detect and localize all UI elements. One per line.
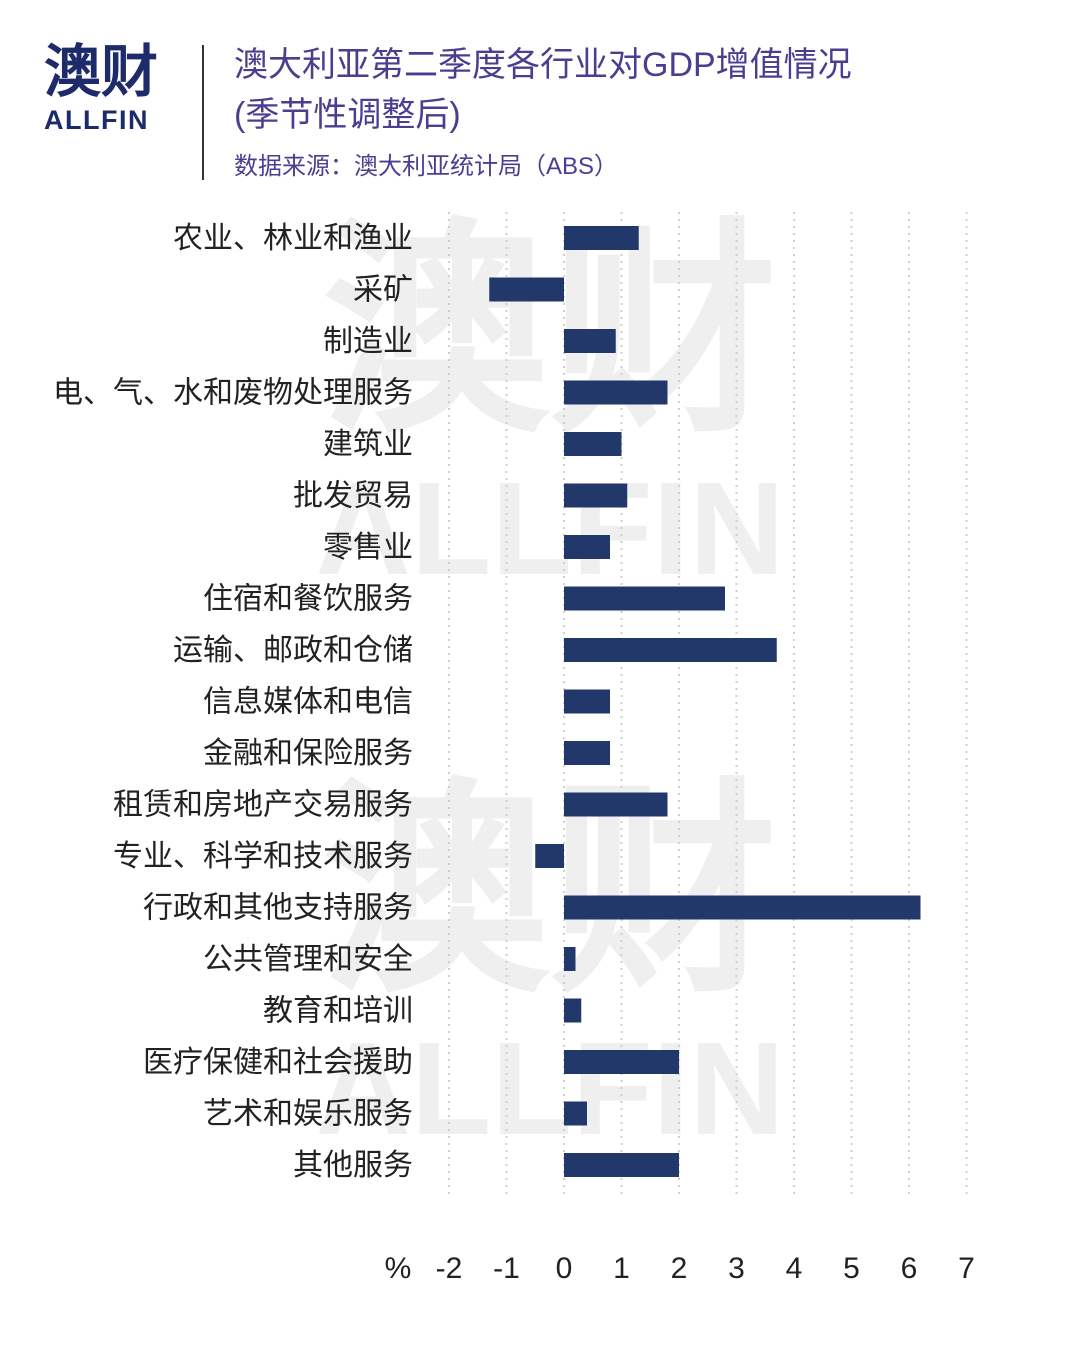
x-tick-label: 1 [613, 1252, 630, 1285]
x-tick-label: 4 [786, 1252, 803, 1285]
bar [564, 1050, 679, 1074]
bar [564, 535, 610, 559]
x-tick-label: 2 [671, 1252, 688, 1285]
data-source: 数据来源：澳大利亚统计局（ABS） [234, 153, 619, 180]
x-tick-label: 7 [958, 1252, 975, 1285]
category-label: 电、气、水和废物处理服务 [53, 377, 413, 410]
category-label: 公共管理和安全 [203, 943, 413, 976]
watermark-text: ALLFIN [315, 1015, 785, 1162]
category-label: 行政和其他支持服务 [143, 892, 413, 925]
category-label: 零售业 [323, 531, 413, 564]
chart-subtitle: (季节性调整后) [234, 96, 461, 134]
x-axis-unit-label: % [385, 1252, 412, 1285]
watermark-bottom: 澳财 ALLFIN [305, 765, 795, 1162]
bar [564, 329, 616, 353]
bar [564, 483, 628, 508]
category-label: 运输、邮政和仓储 [173, 634, 413, 667]
category-label: 金融和保险服务 [203, 737, 413, 770]
bar [564, 689, 610, 714]
x-tick-label: -2 [436, 1252, 463, 1285]
bar [535, 844, 564, 868]
category-label: 采矿 [353, 274, 413, 307]
bar [564, 741, 610, 765]
watermark-mark: 澳财 [322, 205, 778, 459]
category-label: 建筑业 [323, 428, 413, 461]
bar [564, 432, 622, 456]
category-label: 艺术和娱乐服务 [203, 1098, 413, 1131]
category-labels: 农业、林业和渔业采矿制造业电、气、水和废物处理服务建筑业批发贸易零售业住宿和餐饮… [53, 222, 413, 1182]
watermark-text: ALLFIN [315, 455, 785, 602]
bar [564, 895, 921, 920]
bar [564, 998, 582, 1023]
bar [489, 277, 564, 302]
category-label: 批发贸易 [293, 480, 413, 513]
bar [564, 792, 668, 817]
chart-title: 澳大利亚第二季度各行业对GDP增值情况 [234, 46, 852, 84]
bar [564, 1153, 679, 1177]
logo-mark: 澳财 [44, 40, 158, 104]
header-divider [202, 45, 204, 180]
category-label: 住宿和餐饮服务 [203, 583, 413, 616]
bar [564, 638, 777, 662]
bar [564, 1101, 587, 1126]
x-tick-label: 0 [556, 1252, 573, 1285]
bar [564, 226, 639, 250]
category-label: 医疗保健和社会援助 [143, 1046, 413, 1079]
x-tick-label: 5 [843, 1252, 860, 1285]
logo-text: ALLFIN [44, 105, 149, 135]
category-label: 教育和培训 [263, 995, 413, 1028]
bar [564, 947, 576, 971]
category-label: 农业、林业和渔业 [173, 222, 413, 255]
category-label: 专业、科学和技术服务 [113, 840, 413, 873]
bar [564, 586, 725, 611]
watermark-top: 澳财 ALLFIN [305, 205, 795, 602]
x-tick-label: 3 [728, 1252, 745, 1285]
bar [564, 380, 668, 405]
bars [489, 226, 921, 1177]
category-label: 制造业 [323, 325, 413, 358]
watermark-mark: 澳财 [322, 765, 778, 1019]
category-label: 其他服务 [293, 1149, 413, 1182]
x-tick-label: 6 [901, 1252, 918, 1285]
category-label: 租赁和房地产交易服务 [113, 789, 413, 822]
x-axis: % -2 -1 0 1 2 3 4 5 6 7 [385, 1252, 975, 1285]
category-label: 信息媒体和电信 [203, 686, 413, 719]
x-tick-label: -1 [493, 1252, 520, 1285]
gridlines [448, 212, 968, 1195]
allfin-logo: 澳财 ALLFIN [44, 40, 169, 134]
